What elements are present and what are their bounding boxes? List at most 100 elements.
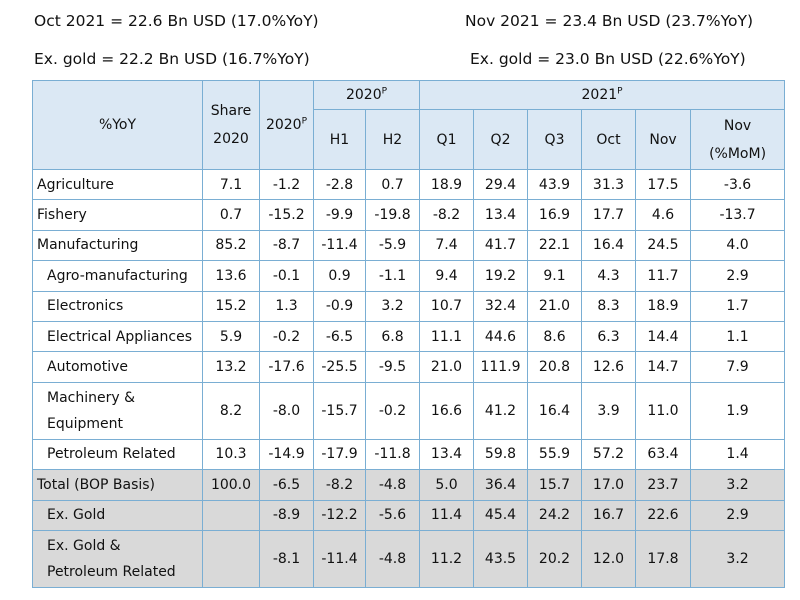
cell: -25.5 [313, 351, 366, 383]
cell: -8.0 [259, 381, 314, 440]
cell: 10.7 [419, 290, 475, 322]
row-label-line: Ex. Gold & [47, 537, 121, 554]
cell: 6.8 [364, 320, 421, 353]
cell: 9.4 [419, 260, 475, 292]
cell: 14.4 [635, 320, 692, 353]
cell: -17.6 [259, 351, 314, 383]
cell: 11.4 [419, 499, 475, 531]
summary-nov-exgold: Ex. gold = 23.0 Bn USD (22.6%YoY) [470, 50, 746, 68]
table-row: Manufacturing 85.2 -8.7 -11.4 -5.9 7.4 4… [32, 229, 786, 262]
cell: 16.6 [419, 381, 475, 440]
cell: -19.8 [364, 199, 421, 231]
cell: -14.9 [259, 438, 314, 471]
row-label: Fishery [32, 199, 203, 231]
row-label-line: Equipment [47, 415, 123, 432]
table-row-total: Ex. Gold -8.9 -12.2 -5.6 11.4 45.4 24.2 … [32, 499, 786, 531]
cell: 1.7 [690, 290, 786, 322]
cell: 1.9 [690, 381, 786, 440]
cell: -8.2 [313, 469, 366, 501]
row-label: Manufacturing [32, 229, 203, 262]
cell: 43.9 [527, 168, 583, 201]
row-label: Electronics [32, 290, 203, 322]
cell: -12.2 [313, 499, 366, 531]
summary-nov-total: Nov 2021 = 23.4 Bn USD (23.7%YoY) [465, 12, 754, 30]
cell: 63.4 [635, 438, 692, 471]
header-nov: Nov [635, 109, 692, 170]
cell: 11.1 [419, 320, 475, 353]
cell: 1.1 [690, 320, 786, 353]
table-row: Fishery 0.7 -15.2 -9.9 -19.8 -8.2 13.4 1… [32, 199, 786, 231]
table-row: Agriculture 7.1 -1.2 -2.8 0.7 18.9 29.4 … [32, 168, 786, 201]
cell: 24.5 [635, 229, 692, 262]
cell: -9.9 [313, 199, 366, 231]
cell: 36.4 [473, 469, 529, 501]
cell: -15.2 [259, 199, 314, 231]
cell: 0.9 [313, 260, 366, 292]
cell: 16.7 [581, 499, 637, 531]
row-label-line: Petroleum Related [47, 563, 176, 580]
cell: 6.3 [581, 320, 637, 353]
summary-oct-exgold: Ex. gold = 22.2 Bn USD (16.7%YoY) [34, 50, 310, 68]
row-label-line: Machinery & [47, 389, 136, 406]
cell: 15.2 [202, 290, 260, 322]
cell: -4.8 [364, 469, 421, 501]
cell: 45.4 [473, 499, 529, 531]
cell: -15.7 [313, 381, 366, 440]
row-label: Ex. Gold & Petroleum Related [32, 529, 203, 588]
header-group-2021-year: 2021 [581, 87, 618, 103]
cell: 18.9 [635, 290, 692, 322]
cell: 1.4 [690, 438, 786, 471]
cell: 13.4 [473, 199, 529, 231]
cell: 10.3 [202, 438, 260, 471]
header-2020p: 2020P [259, 80, 314, 170]
cell: -8.9 [259, 499, 314, 531]
cell: 17.7 [581, 199, 637, 231]
cell: 1.3 [259, 290, 314, 322]
cell: 7.9 [690, 351, 786, 383]
header-group-2020-p: P [381, 86, 388, 97]
cell: 24.2 [527, 499, 583, 531]
cell: -5.6 [364, 499, 421, 531]
cell: 100.0 [202, 469, 260, 501]
cell: 32.4 [473, 290, 529, 322]
table-row-total: Ex. Gold & Petroleum Related -8.1 -11.4 -… [32, 529, 786, 588]
table-row: Electronics 15.2 1.3 -0.9 3.2 10.7 32.4 … [32, 290, 786, 322]
header-2020-p: P [301, 116, 308, 127]
cell: 13.2 [202, 351, 260, 383]
cell: 8.6 [527, 320, 583, 353]
cell: 3.2 [364, 290, 421, 322]
cell: 17.5 [635, 168, 692, 201]
row-label: Petroleum Related [32, 438, 203, 471]
header-q3: Q3 [527, 109, 583, 170]
cell: -0.1 [259, 260, 314, 292]
cell: 5.9 [202, 320, 260, 353]
header-group-2020-year: 2020 [345, 87, 382, 103]
summary-oct-total: Oct 2021 = 22.6 Bn USD (17.0%YoY) [34, 12, 319, 30]
table-row: Agro-manufacturing 13.6 -0.1 0.9 -1.1 9.… [32, 260, 786, 292]
cell [202, 499, 260, 531]
row-label: Automotive [32, 351, 203, 383]
cell: 20.8 [527, 351, 583, 383]
cell: 31.3 [581, 168, 637, 201]
cell: 7.4 [419, 229, 475, 262]
cell: 19.2 [473, 260, 529, 292]
cell: 13.6 [202, 260, 260, 292]
table-row: Petroleum Related 10.3 -14.9 -17.9 -11.8… [32, 438, 786, 471]
cell: -1.2 [259, 168, 314, 201]
header-group-2021-p: P [617, 86, 623, 97]
cell: -0.2 [364, 381, 421, 440]
cell: -11.8 [364, 438, 421, 471]
cell: 0.7 [202, 199, 260, 231]
cell: 8.2 [202, 381, 260, 440]
cell: 18.9 [419, 168, 475, 201]
cell: 57.2 [581, 438, 637, 471]
row-label: Machinery & Equipment [32, 381, 203, 440]
cell: -3.6 [690, 168, 786, 201]
header-2020-year: 2020 [265, 117, 302, 133]
header-share-bottom: 2020 [213, 131, 249, 147]
cell: -5.9 [364, 229, 421, 262]
cell: -8.7 [259, 229, 314, 262]
row-label: Electrical Appliances [32, 320, 203, 353]
cell: 17.8 [635, 529, 692, 588]
cell: 23.7 [635, 469, 692, 501]
